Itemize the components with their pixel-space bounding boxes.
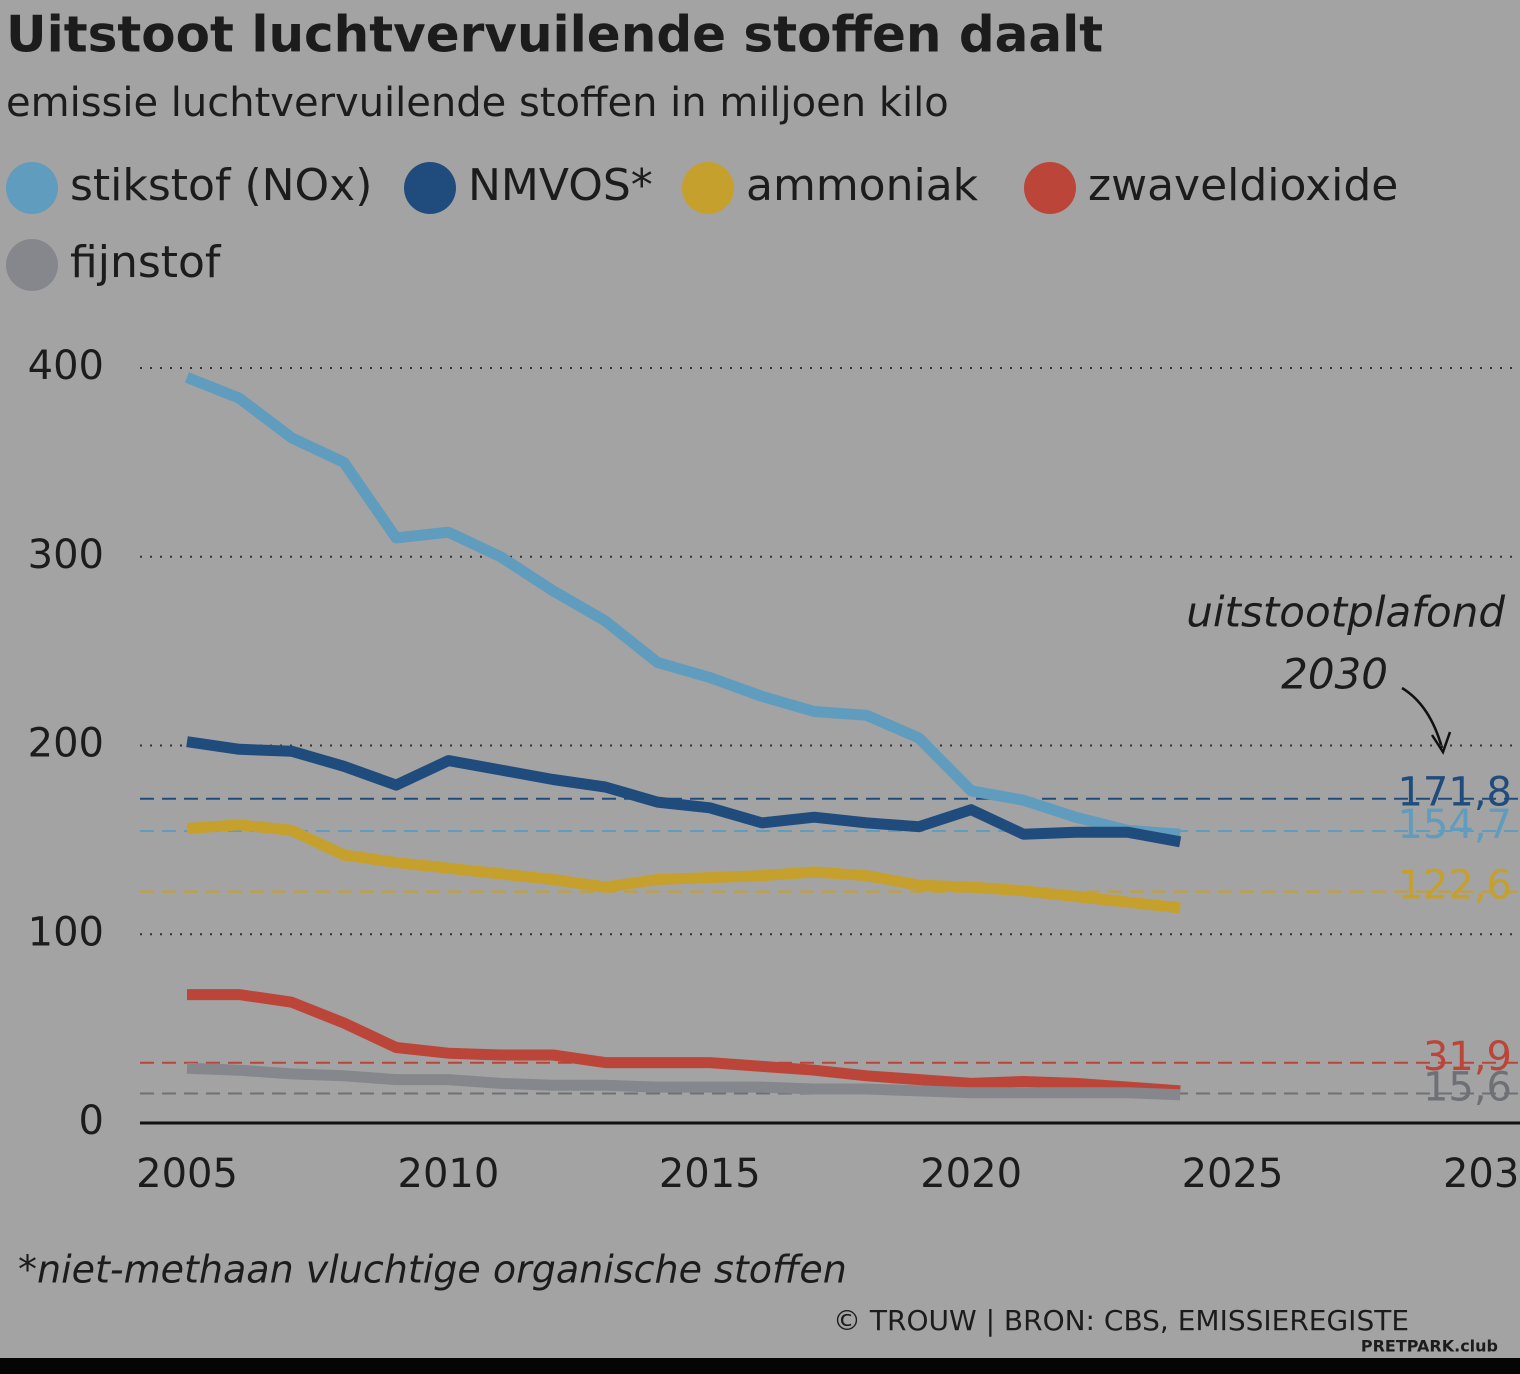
legend-swatch [6,239,58,291]
legend-swatch [404,162,456,214]
bottom-bar [0,1358,1520,1374]
chart-subtitle: emissie luchtvervuilende stoffen in milj… [6,80,949,126]
x-tick-label: 2005 [136,1151,238,1197]
ceiling-label: 15,6 [1423,1065,1512,1111]
y-tick-label: 300 [28,532,104,578]
annotation: 2030 [1281,650,1388,699]
y-tick-label: 100 [28,909,104,955]
series-line [186,1062,1181,1101]
y-tick-label: 400 [28,343,104,389]
legend-label: zwaveldioxide [1088,160,1398,211]
series-line [184,372,1181,840]
series-line [187,989,1181,1097]
x-tick-label: 2015 [659,1151,761,1197]
footnote: *niet-methaan vluchtige organische stoff… [18,1248,847,1292]
ceiling-label: 171,8 [1397,770,1512,816]
watermark: PRETPARK.club [1361,1337,1498,1356]
x-tick-label: 2010 [398,1151,500,1197]
legend-label: NMVOS* [468,160,653,211]
annotation-arrow [1401,686,1444,749]
legend-swatch [682,162,734,214]
legend-label: stikstof (NOx) [70,160,372,211]
source: © TROUW | BRON: CBS, EMISSIEREGISTE [833,1304,1409,1337]
y-tick-label: 200 [28,721,104,767]
x-tick-label: 2025 [1182,1151,1284,1197]
legend-swatch [1024,162,1076,214]
chart-title: Uitstoot luchtvervuilende stoffen daalt [6,6,1103,64]
series-line [186,819,1181,914]
x-tick-label: 2020 [920,1151,1022,1197]
ceiling-label: 31,9 [1423,1034,1512,1080]
x-tick-label: 2030 [1443,1151,1520,1197]
series-line [186,736,1182,848]
ceiling-label: 154,7 [1397,802,1512,848]
y-tick-label: 0 [79,1098,104,1144]
legend-label: fijnstof [70,237,222,288]
annotation-arrow [1430,731,1452,755]
ceiling-label: 122,6 [1397,863,1512,909]
annotation: uitstootplafond [1186,588,1505,637]
legend-swatch [6,162,58,214]
legend-label: ammoniak [746,160,979,211]
